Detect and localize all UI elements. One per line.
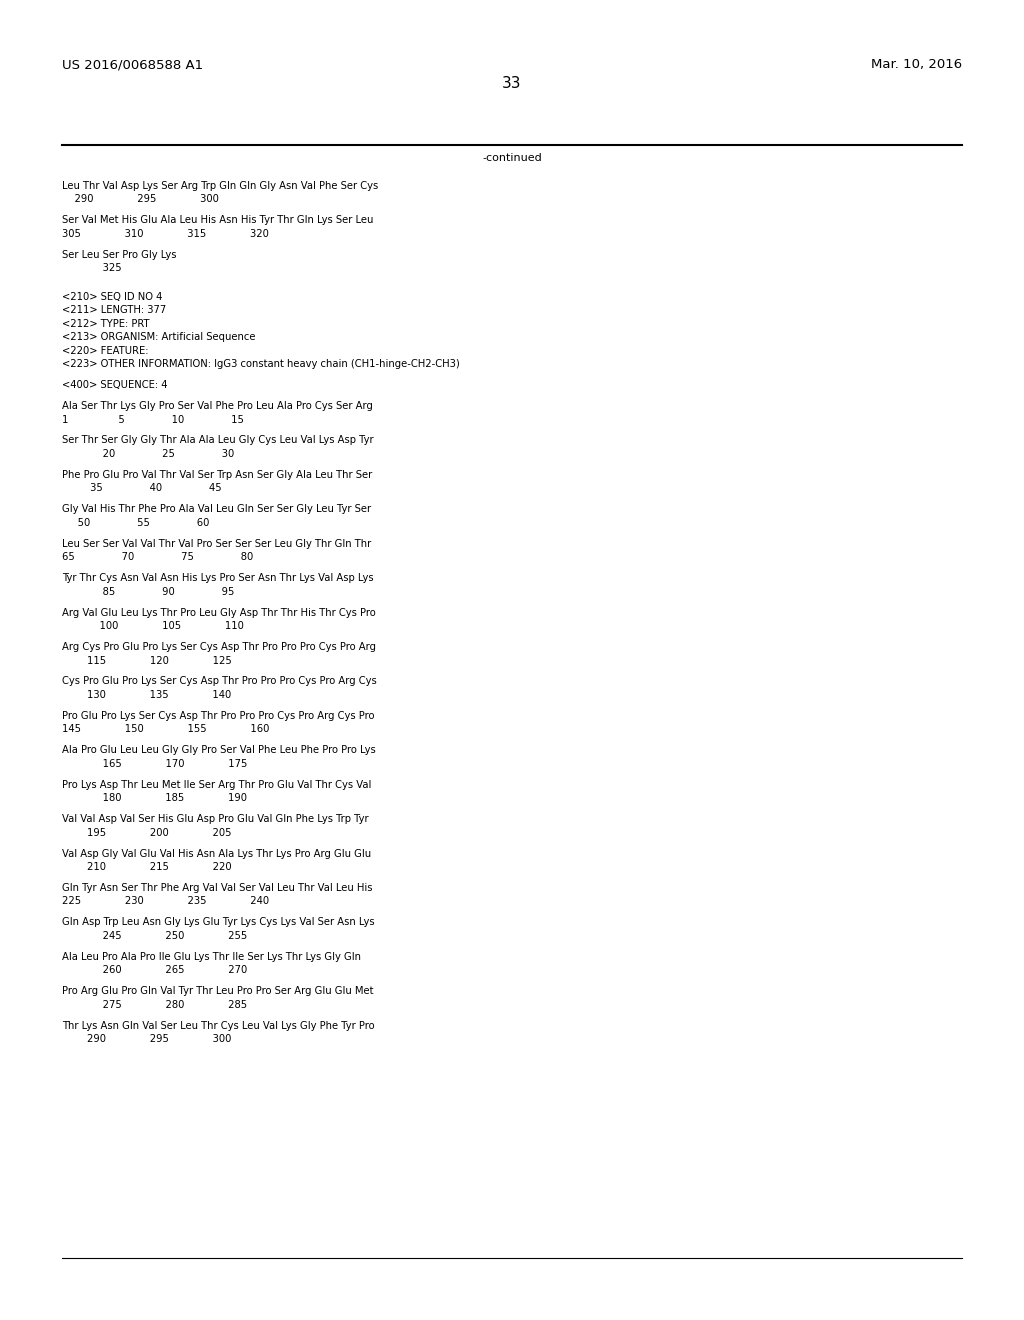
Text: Val Asp Gly Val Glu Val His Asn Ala Lys Thr Lys Pro Arg Glu Glu: Val Asp Gly Val Glu Val His Asn Ala Lys … bbox=[62, 849, 371, 858]
Text: Ser Val Met His Glu Ala Leu His Asn His Tyr Thr Gln Lys Ser Leu: Ser Val Met His Glu Ala Leu His Asn His … bbox=[62, 215, 374, 226]
Text: Mar. 10, 2016: Mar. 10, 2016 bbox=[870, 58, 962, 71]
Text: 115              120              125: 115 120 125 bbox=[62, 656, 231, 665]
Text: 225              230              235              240: 225 230 235 240 bbox=[62, 896, 269, 907]
Text: -continued: -continued bbox=[482, 153, 542, 162]
Text: Val Val Asp Val Ser His Glu Asp Pro Glu Val Gln Phe Lys Trp Tyr: Val Val Asp Val Ser His Glu Asp Pro Glu … bbox=[62, 814, 369, 824]
Text: <210> SEQ ID NO 4: <210> SEQ ID NO 4 bbox=[62, 292, 163, 302]
Text: Pro Lys Asp Thr Leu Met Ile Ser Arg Thr Pro Glu Val Thr Cys Val: Pro Lys Asp Thr Leu Met Ile Ser Arg Thr … bbox=[62, 780, 372, 789]
Text: 1                5               10               15: 1 5 10 15 bbox=[62, 414, 244, 425]
Text: <220> FEATURE:: <220> FEATURE: bbox=[62, 346, 148, 355]
Text: 290              295              300: 290 295 300 bbox=[62, 194, 219, 205]
Text: Ala Pro Glu Leu Leu Gly Gly Pro Ser Val Phe Leu Phe Pro Pro Lys: Ala Pro Glu Leu Leu Gly Gly Pro Ser Val … bbox=[62, 746, 376, 755]
Text: Leu Ser Ser Val Val Thr Val Pro Ser Ser Ser Leu Gly Thr Gln Thr: Leu Ser Ser Val Val Thr Val Pro Ser Ser … bbox=[62, 539, 372, 549]
Text: 290              295              300: 290 295 300 bbox=[62, 1034, 231, 1044]
Text: 165              170              175: 165 170 175 bbox=[62, 759, 248, 768]
Text: 33: 33 bbox=[502, 77, 522, 91]
Text: US 2016/0068588 A1: US 2016/0068588 A1 bbox=[62, 58, 203, 71]
Text: 85               90               95: 85 90 95 bbox=[62, 586, 234, 597]
Text: 35               40               45: 35 40 45 bbox=[62, 483, 221, 494]
Text: 245              250              255: 245 250 255 bbox=[62, 931, 247, 941]
Text: 145              150              155              160: 145 150 155 160 bbox=[62, 725, 269, 734]
Text: 180              185              190: 180 185 190 bbox=[62, 793, 247, 804]
Text: 130              135              140: 130 135 140 bbox=[62, 690, 231, 700]
Text: Phe Pro Glu Pro Val Thr Val Ser Trp Asn Ser Gly Ala Leu Thr Ser: Phe Pro Glu Pro Val Thr Val Ser Trp Asn … bbox=[62, 470, 373, 480]
Text: <223> OTHER INFORMATION: IgG3 constant heavy chain (CH1-hinge-CH2-CH3): <223> OTHER INFORMATION: IgG3 constant h… bbox=[62, 359, 460, 370]
Text: 305              310              315              320: 305 310 315 320 bbox=[62, 228, 269, 239]
Text: 275              280              285: 275 280 285 bbox=[62, 999, 247, 1010]
Text: Arg Cys Pro Glu Pro Lys Ser Cys Asp Thr Pro Pro Pro Cys Pro Arg: Arg Cys Pro Glu Pro Lys Ser Cys Asp Thr … bbox=[62, 642, 376, 652]
Text: Gly Val His Thr Phe Pro Ala Val Leu Gln Ser Ser Gly Leu Tyr Ser: Gly Val His Thr Phe Pro Ala Val Leu Gln … bbox=[62, 504, 371, 515]
Text: <213> ORGANISM: Artificial Sequence: <213> ORGANISM: Artificial Sequence bbox=[62, 333, 256, 342]
Text: Gln Asp Trp Leu Asn Gly Lys Glu Tyr Lys Cys Lys Val Ser Asn Lys: Gln Asp Trp Leu Asn Gly Lys Glu Tyr Lys … bbox=[62, 917, 375, 928]
Text: Thr Lys Asn Gln Val Ser Leu Thr Cys Leu Val Lys Gly Phe Tyr Pro: Thr Lys Asn Gln Val Ser Leu Thr Cys Leu … bbox=[62, 1020, 375, 1031]
Text: Cys Pro Glu Pro Lys Ser Cys Asp Thr Pro Pro Pro Cys Pro Arg Cys: Cys Pro Glu Pro Lys Ser Cys Asp Thr Pro … bbox=[62, 676, 377, 686]
Text: 100              105              110: 100 105 110 bbox=[62, 622, 244, 631]
Text: <212> TYPE: PRT: <212> TYPE: PRT bbox=[62, 318, 150, 329]
Text: Ala Ser Thr Lys Gly Pro Ser Val Phe Pro Leu Ala Pro Cys Ser Arg: Ala Ser Thr Lys Gly Pro Ser Val Phe Pro … bbox=[62, 401, 373, 411]
Text: 195              200              205: 195 200 205 bbox=[62, 828, 231, 838]
Text: <211> LENGTH: 377: <211> LENGTH: 377 bbox=[62, 305, 166, 315]
Text: 260              265              270: 260 265 270 bbox=[62, 965, 247, 975]
Text: 50               55               60: 50 55 60 bbox=[62, 517, 209, 528]
Text: Arg Val Glu Leu Lys Thr Pro Leu Gly Asp Thr Thr His Thr Cys Pro: Arg Val Glu Leu Lys Thr Pro Leu Gly Asp … bbox=[62, 607, 376, 618]
Text: 20               25               30: 20 25 30 bbox=[62, 449, 234, 459]
Text: Ser Thr Ser Gly Gly Thr Ala Ala Leu Gly Cys Leu Val Lys Asp Tyr: Ser Thr Ser Gly Gly Thr Ala Ala Leu Gly … bbox=[62, 436, 374, 445]
Text: 325: 325 bbox=[62, 264, 122, 273]
Text: Ser Leu Ser Pro Gly Lys: Ser Leu Ser Pro Gly Lys bbox=[62, 249, 176, 260]
Text: Pro Glu Pro Lys Ser Cys Asp Thr Pro Pro Pro Cys Pro Arg Cys Pro: Pro Glu Pro Lys Ser Cys Asp Thr Pro Pro … bbox=[62, 711, 375, 721]
Text: Leu Thr Val Asp Lys Ser Arg Trp Gln Gln Gly Asn Val Phe Ser Cys: Leu Thr Val Asp Lys Ser Arg Trp Gln Gln … bbox=[62, 181, 378, 191]
Text: 65               70               75               80: 65 70 75 80 bbox=[62, 552, 253, 562]
Text: Pro Arg Glu Pro Gln Val Tyr Thr Leu Pro Pro Ser Arg Glu Glu Met: Pro Arg Glu Pro Gln Val Tyr Thr Leu Pro … bbox=[62, 986, 374, 997]
Text: <400> SEQUENCE: 4: <400> SEQUENCE: 4 bbox=[62, 380, 168, 391]
Text: Ala Leu Pro Ala Pro Ile Glu Lys Thr Ile Ser Lys Thr Lys Gly Gln: Ala Leu Pro Ala Pro Ile Glu Lys Thr Ile … bbox=[62, 952, 361, 962]
Text: 210              215              220: 210 215 220 bbox=[62, 862, 231, 873]
Text: Gln Tyr Asn Ser Thr Phe Arg Val Val Ser Val Leu Thr Val Leu His: Gln Tyr Asn Ser Thr Phe Arg Val Val Ser … bbox=[62, 883, 373, 894]
Text: Tyr Thr Cys Asn Val Asn His Lys Pro Ser Asn Thr Lys Val Asp Lys: Tyr Thr Cys Asn Val Asn His Lys Pro Ser … bbox=[62, 573, 374, 583]
